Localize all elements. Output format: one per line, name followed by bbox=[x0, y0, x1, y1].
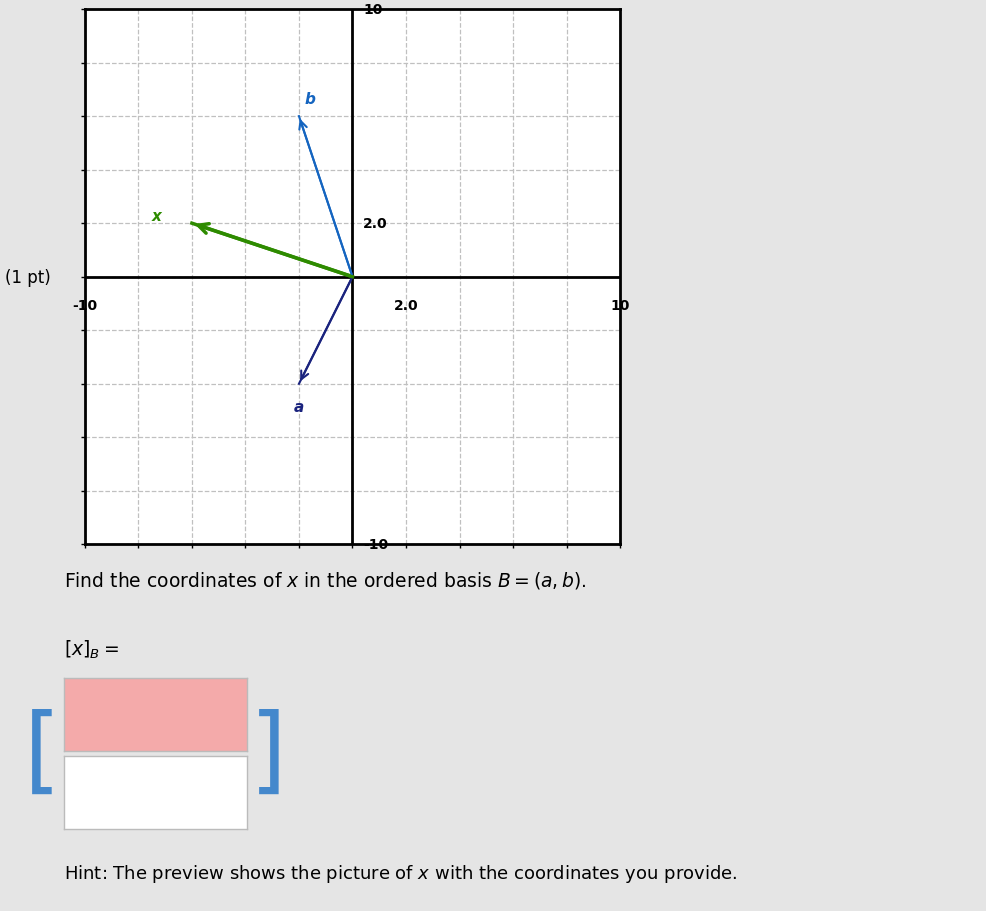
Text: $[x]_B =$: $[x]_B =$ bbox=[64, 638, 119, 660]
Text: Hint: The preview shows the picture of $x$ with the coordinates you provide.: Hint: The preview shows the picture of $… bbox=[64, 862, 738, 884]
Text: Find the coordinates of $x$ in the ordered basis $B = (a, b)$.: Find the coordinates of $x$ in the order… bbox=[64, 569, 587, 590]
Text: 10: 10 bbox=[610, 299, 630, 312]
Text: [: [ bbox=[24, 708, 61, 800]
Text: ]: ] bbox=[249, 708, 287, 800]
Text: 2.0: 2.0 bbox=[363, 217, 387, 230]
Text: (1 pt): (1 pt) bbox=[5, 269, 50, 286]
Text: -10: -10 bbox=[72, 299, 98, 312]
Text: b: b bbox=[305, 92, 316, 107]
Text: a: a bbox=[294, 399, 304, 415]
Text: -10: -10 bbox=[363, 537, 388, 552]
Text: x: x bbox=[152, 210, 162, 224]
Text: 10: 10 bbox=[363, 3, 383, 17]
Text: 2.0: 2.0 bbox=[393, 299, 418, 312]
